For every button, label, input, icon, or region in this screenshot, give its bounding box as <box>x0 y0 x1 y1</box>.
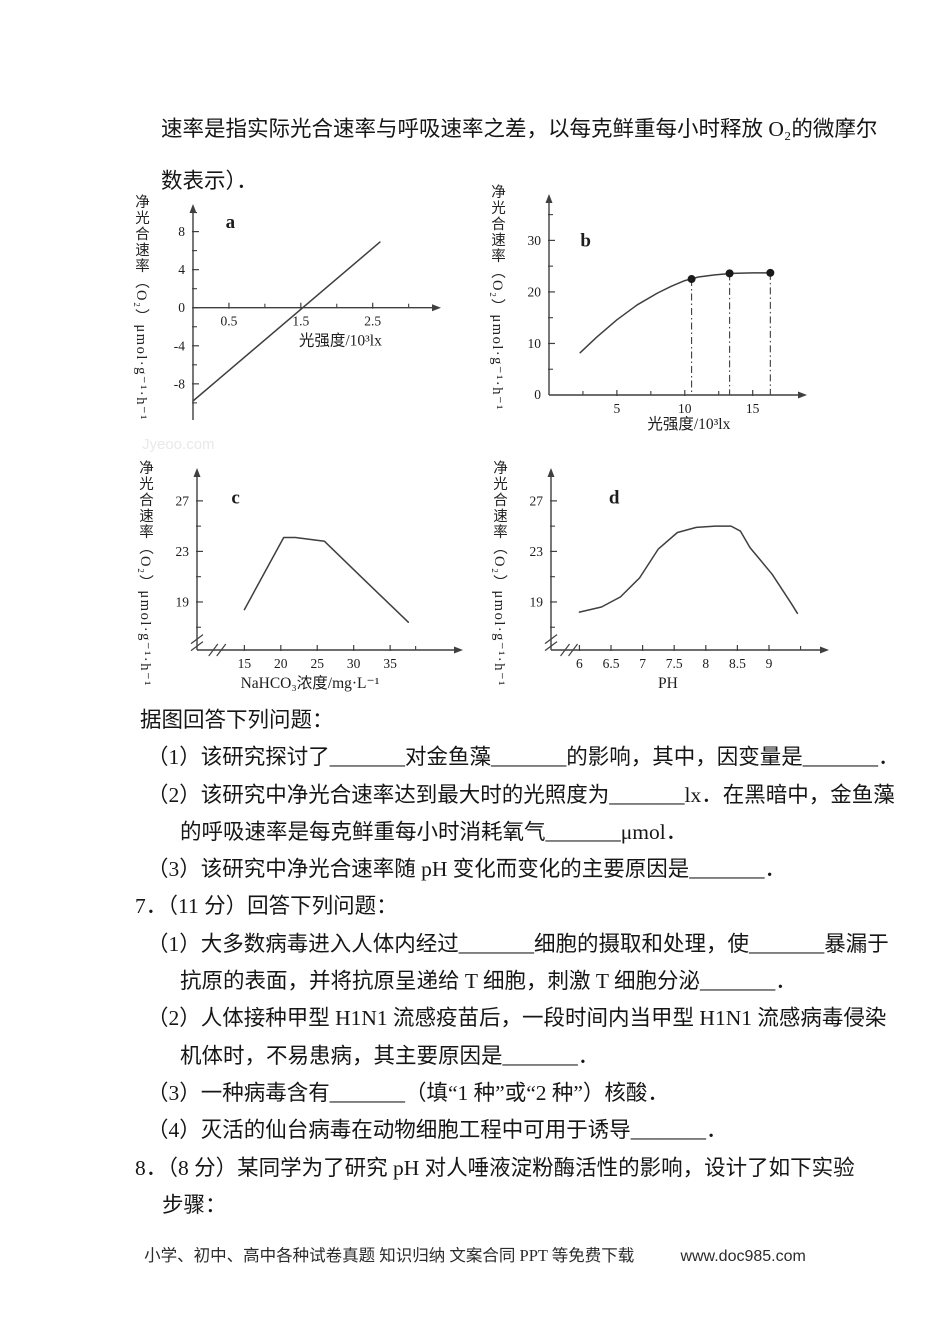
question-line: 的呼吸速率是每克鲜重每小时消耗氧气_______μmol． <box>180 819 688 844</box>
svg-text:c: c <box>231 487 239 508</box>
page-footer: 小学、初中、高中各种试卷真题 知识归纳 文案合同 PPT 等免费下载 www.d… <box>0 1242 950 1266</box>
svg-text:8: 8 <box>178 224 185 239</box>
svg-text:19: 19 <box>176 594 190 609</box>
question-line: 步骤： <box>162 1192 227 1217</box>
chart-c: 净光合速率（O₂）μmol·g⁻¹·h⁻¹ 15 20 25 30 35 27 23 19 c N… <box>134 460 475 700</box>
svg-text:9: 9 <box>766 656 773 671</box>
chart-d-ylabel: 净光合速率（O₂）μmol·g⁻¹·h⁻¹ <box>491 460 507 688</box>
svg-text:27: 27 <box>176 493 190 508</box>
svg-text:-8: -8 <box>174 376 185 391</box>
question-line: （3）一种病毒含有_______（填“1 种”或“2 种”）核酸． <box>147 1080 669 1105</box>
svg-text:30: 30 <box>347 656 361 671</box>
svg-text:0: 0 <box>534 387 541 402</box>
question-line: 抗原的表面，并将抗原呈递给 T 细胞，刺激 T 细胞分泌_______． <box>180 969 797 994</box>
intro-line-1: 速率是指实际光合速率与呼吸速率之差，以每克鲜重每小时释放 O₂的微摩尔 <box>161 117 878 141</box>
chart-d-plot: 6 6.5 7 7.5 8 8.5 9 27 23 19 d PH <box>530 468 829 692</box>
svg-text:35: 35 <box>383 656 397 671</box>
question-line: （4）灭活的仙台病毒在动物细胞工程中可用于诱导_______． <box>147 1118 728 1143</box>
svg-text:20: 20 <box>274 656 288 671</box>
question-line: 7．（11 分）回答下列问题： <box>135 894 398 919</box>
svg-text:光强度/10³lx: 光强度/10³lx <box>299 332 382 350</box>
svg-text:光强度/10³lx: 光强度/10³lx <box>647 415 730 433</box>
question-block: 据图回答下列问题： （1）该研究探讨了_______对金鱼藻_______的影响… <box>0 702 950 1224</box>
question-line: （1）大多数病毒进入人体内经过_______细胞的摄取和处理，使_______暴… <box>147 931 889 956</box>
question-line: 据图回答下列问题： <box>140 708 334 732</box>
chart-b: 净光合速率（O₂）μmol·g⁻¹·h⁻¹ 5 10 15 10 20 30 0 b 光强度/1… <box>486 184 817 439</box>
svg-text:10: 10 <box>678 401 692 416</box>
svg-text:6.5: 6.5 <box>603 656 620 671</box>
question-line: 机体时，不易患病，其主要原因是_______． <box>180 1043 600 1068</box>
footer-services: 小学、初中、高中各种试卷真题 知识归纳 文案合同 PPT 等免费下载 <box>144 1246 635 1265</box>
svg-text:23: 23 <box>176 544 190 559</box>
svg-text:23: 23 <box>530 544 544 559</box>
chart-a-plot: 0.5 1.5 2.5 8 4 0 -4 -8 a 光强度/10³lx <box>174 204 441 420</box>
chart-b-ylabel: 净光合速率（O₂）μmol·g⁻¹·h⁻¹ <box>489 184 505 412</box>
question-line: 8．（8 分）某同学为了研究 pH 对人唾液淀粉酶活性的影响，设计了如下实验 <box>135 1155 855 1180</box>
svg-text:27: 27 <box>530 493 544 508</box>
svg-text:2.5: 2.5 <box>364 314 381 329</box>
svg-text:7: 7 <box>639 656 646 671</box>
svg-text:4: 4 <box>178 262 185 277</box>
svg-text:5: 5 <box>614 401 621 416</box>
watermark: Jyeoo.com <box>142 436 215 453</box>
intro-line-2: 数表示）． <box>161 169 258 193</box>
svg-text:7.5: 7.5 <box>666 656 683 671</box>
svg-text:8.5: 8.5 <box>729 656 746 671</box>
svg-text:6: 6 <box>576 656 583 671</box>
question-line: （3）该研究中净光合速率随 pH 变化而变化的主要原因是_______． <box>147 857 787 882</box>
chart-b-plot: 5 10 15 10 20 30 0 b 光强度/10³lx <box>528 194 807 433</box>
svg-text:NaHCO₃浓度/mg·L⁻¹: NaHCO₃浓度/mg·L⁻¹ <box>241 674 380 692</box>
svg-text:30: 30 <box>528 233 542 248</box>
svg-text:15: 15 <box>746 401 760 416</box>
svg-text:a: a <box>226 212 236 233</box>
svg-text:8: 8 <box>702 656 709 671</box>
chart-d: 净光合速率（O₂）μmol·g⁻¹·h⁻¹ 6 6.5 7 7.5 8 8.5 9 27 23 1… <box>488 460 839 700</box>
chart-a: 净光合速率（O₂）μmol·g⁻¹·h⁻¹ 0.5 1.5 2.5 8 4 0 -4 -8 a 光… <box>130 194 451 434</box>
chart-a-ylabel: 净光合速率（O₂）μmol·g⁻¹·h⁻¹ <box>133 194 149 422</box>
svg-text:15: 15 <box>238 656 252 671</box>
svg-text:20: 20 <box>528 284 542 299</box>
svg-text:-4: -4 <box>174 338 185 353</box>
question-line: （1）该研究探讨了_______对金鱼藻_______的影响，其中，因变量是__… <box>147 745 900 770</box>
svg-text:b: b <box>580 231 591 252</box>
svg-text:10: 10 <box>528 336 542 351</box>
question-line: （2）该研究中净光合速率达到最大时的光照度为_______lx．在黑暗中，金鱼藻 <box>147 782 895 807</box>
svg-text:0.5: 0.5 <box>221 314 238 329</box>
chart-c-plot: 15 20 25 30 35 27 23 19 c NaHCO₃浓度/mg·L⁻¹ <box>176 468 463 692</box>
svg-text:d: d <box>609 487 620 508</box>
question-line: （2）人体接种甲型 H1N1 流感疫苗后，一段时间内当甲型 H1N1 流感病毒侵… <box>147 1006 887 1031</box>
svg-text:PH: PH <box>658 675 678 692</box>
svg-text:19: 19 <box>530 594 544 609</box>
footer-site-url: www.doc985.com <box>680 1248 806 1265</box>
svg-text:1.5: 1.5 <box>292 314 309 329</box>
svg-text:0: 0 <box>178 300 185 315</box>
svg-text:25: 25 <box>310 656 324 671</box>
chart-c-ylabel: 净光合速率（O₂）μmol·g⁻¹·h⁻¹ <box>137 460 153 688</box>
